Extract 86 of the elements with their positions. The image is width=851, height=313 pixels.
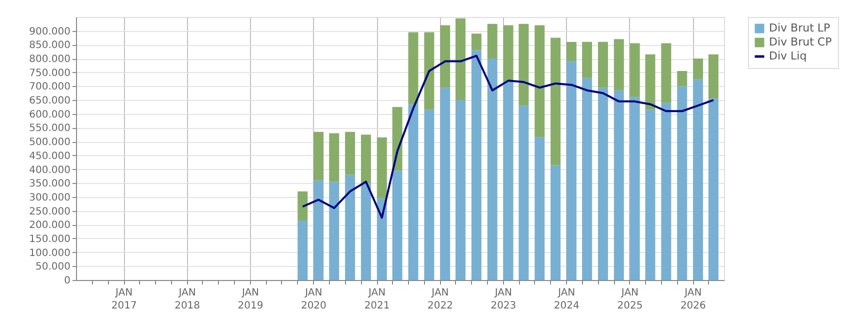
bar: [677, 70, 688, 86]
x-tick-label: JAN 2022: [428, 288, 453, 312]
bar: [598, 88, 608, 280]
y-tick-label: 250.000: [29, 206, 70, 218]
bar: [582, 78, 592, 280]
y-tick-label: 750.000: [29, 68, 70, 79]
x-tick-label: JAN 2020: [300, 288, 326, 312]
y-tick-label: 50.000: [36, 262, 70, 273]
bar: [314, 132, 324, 180]
x-tick-label: JAN 2019: [238, 288, 264, 312]
bar: [661, 102, 672, 280]
bar: [329, 182, 340, 280]
y-tick-label: 0: [64, 276, 70, 286]
y-tick-label: 300.000: [29, 192, 70, 204]
bar: [518, 106, 529, 280]
bar: [424, 110, 434, 280]
x-tick-label: JAN 2021: [364, 288, 390, 312]
bar: [440, 25, 450, 88]
bar: [424, 32, 434, 110]
bar: [661, 43, 672, 103]
y-tick-label: 900.000: [29, 26, 70, 38]
bar: [471, 50, 482, 280]
bar: [487, 24, 498, 59]
bar: [630, 43, 640, 98]
bar: [645, 110, 656, 280]
x-tick-label: JAN 2023: [490, 288, 516, 312]
x-tick-label: JAN 2025: [617, 288, 643, 312]
bar: [693, 79, 704, 280]
bar: [314, 180, 324, 280]
bar: [550, 165, 561, 280]
bar: [708, 98, 718, 280]
x-tick-label: JAN 2018: [174, 288, 200, 312]
bar: [534, 137, 545, 280]
x-tick-label: JAN 2017: [111, 288, 137, 312]
bar: [408, 104, 418, 280]
bar: [360, 134, 371, 184]
bar: [298, 220, 308, 280]
bar: [408, 32, 418, 104]
bar: [440, 88, 450, 280]
y-tick-label: 200.000: [29, 220, 70, 232]
bar: [376, 137, 387, 198]
bar: [708, 54, 718, 99]
y-tick-label: 150.000: [29, 234, 70, 245]
bar: [456, 100, 466, 280]
y-tick-label: 700.000: [29, 82, 70, 93]
y-tick-label: 600.000: [29, 109, 70, 120]
bar: [345, 174, 356, 280]
bar: [566, 42, 576, 62]
bar: [582, 42, 592, 78]
bar: [345, 132, 356, 175]
y-tick-label: 450.000: [29, 150, 70, 162]
bar: [630, 97, 640, 280]
bar: [456, 18, 466, 100]
y-tick-label: 100.000: [29, 248, 70, 259]
bar: [329, 133, 340, 182]
x-tick-label: JAN 2024: [554, 288, 580, 312]
bar: [360, 183, 371, 280]
y-tick-label: 550.000: [29, 123, 70, 134]
legend-label: Div Brut LP: [769, 22, 831, 34]
bar: [550, 38, 561, 166]
bar: [598, 42, 608, 88]
bar: [392, 170, 402, 280]
bar: [614, 90, 624, 280]
bar: [677, 86, 688, 280]
bar: [487, 58, 498, 280]
bar: [471, 34, 482, 50]
y-tick-label: 650.000: [29, 96, 70, 107]
y-tick-label: 850.000: [29, 40, 70, 52]
bar: [534, 25, 545, 138]
legend-label: Div Liq: [769, 50, 807, 62]
y-tick-label: 400.000: [29, 164, 70, 176]
bar: [693, 58, 704, 80]
bar: [645, 54, 656, 110]
line-series: [302, 54, 714, 219]
legend-label: Div Brut CP: [769, 36, 832, 48]
y-tick-label: 800.000: [29, 54, 70, 66]
y-tick-label: 500.000: [29, 137, 70, 148]
bar: [503, 82, 514, 280]
bar: [503, 25, 514, 82]
bar: [298, 191, 308, 220]
bar: [518, 24, 529, 106]
x-tick-label: JAN 2026: [680, 288, 706, 312]
y-tick-label: 350.000: [29, 178, 70, 190]
bar: [614, 39, 624, 90]
bar: [566, 61, 576, 280]
bar: [376, 198, 387, 280]
